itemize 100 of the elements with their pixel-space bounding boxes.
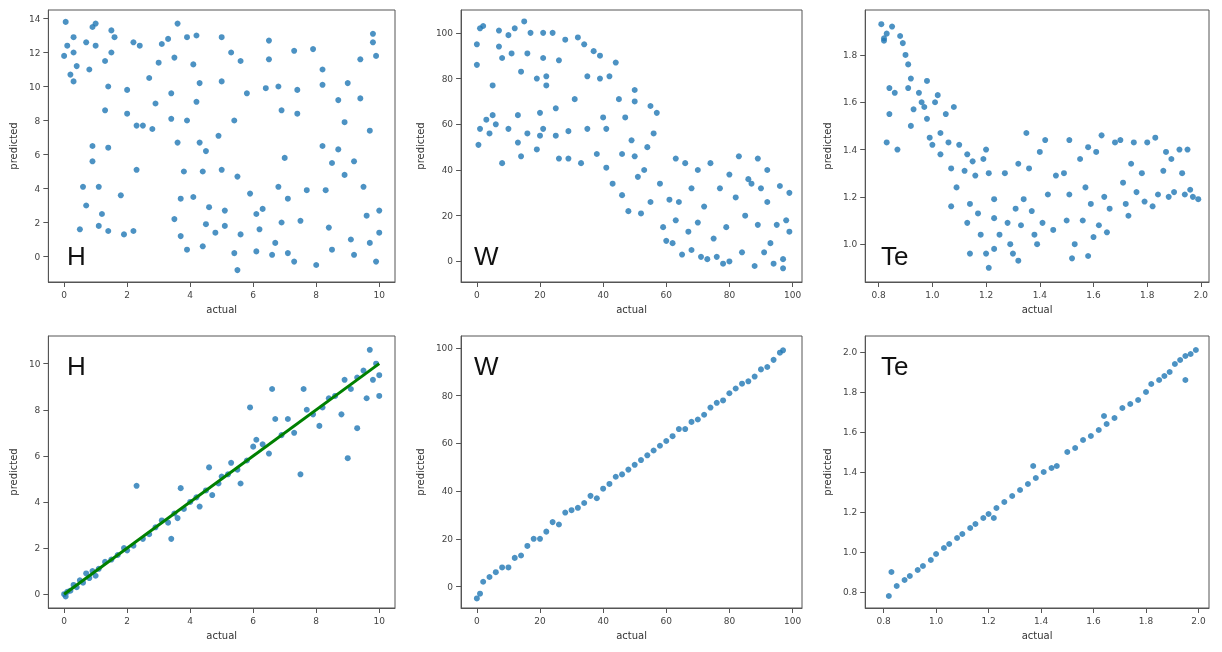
point	[669, 433, 676, 440]
point	[1030, 463, 1037, 469]
y-tick-label: 100	[435, 27, 454, 38]
point	[770, 356, 777, 363]
point	[694, 416, 701, 423]
point	[1177, 357, 1184, 363]
point	[473, 595, 480, 602]
x-tick-label: 80	[723, 289, 736, 300]
point	[914, 567, 921, 573]
text: W	[474, 241, 499, 271]
x-axis-title: actual	[616, 629, 647, 641]
point	[1024, 481, 1031, 487]
point	[644, 452, 651, 459]
point	[1101, 413, 1108, 419]
x-tick-label: 2	[124, 289, 130, 300]
point	[707, 404, 714, 411]
x-tick-label: 2.0	[1193, 289, 1209, 300]
point	[606, 480, 613, 487]
point	[477, 590, 484, 597]
y-tick-label: 60	[441, 119, 454, 130]
point	[993, 505, 1000, 511]
x-tick-label: 1.4	[1033, 615, 1049, 626]
x-tick-label: 60	[660, 615, 673, 626]
x-tick-label: 80	[723, 615, 736, 626]
point	[638, 457, 645, 464]
point	[713, 399, 720, 406]
point	[764, 364, 771, 371]
point	[1103, 421, 1110, 427]
x-tick-label: 0	[473, 289, 480, 300]
y-tick-label: 2.0	[842, 347, 858, 357]
text: Te	[881, 351, 909, 381]
x-tick-label: 1.2	[978, 289, 994, 300]
point	[1095, 427, 1102, 433]
x-tick-label: 0.8	[871, 289, 887, 300]
y-tick-label: 1.2	[842, 191, 858, 202]
y-axis-title: predicted	[414, 448, 426, 496]
point	[1182, 353, 1189, 359]
x-axis-title: actual	[1021, 303, 1053, 315]
y-tick-label: 1.6	[842, 427, 858, 437]
y-tick-label: 20	[441, 533, 454, 544]
x-tick-label: 8	[313, 615, 320, 626]
y-tick-label: 1.8	[842, 387, 858, 397]
x-tick-label: 100	[783, 289, 802, 300]
point	[906, 573, 913, 579]
x-axis-title: actual	[1021, 629, 1053, 641]
y-tick-label: 4	[34, 183, 41, 194]
point	[631, 461, 638, 468]
point	[739, 380, 746, 387]
point	[486, 573, 493, 580]
y-axis-title: predicted	[821, 122, 833, 170]
x-tick-label: 2	[124, 615, 130, 626]
point	[581, 500, 588, 507]
point	[593, 495, 600, 502]
point	[1192, 347, 1199, 353]
point	[568, 507, 575, 514]
point	[555, 521, 562, 528]
point	[1064, 449, 1071, 455]
y-tick-label: 2	[34, 543, 41, 554]
y-tick-label: 8	[34, 115, 41, 126]
x-axis-title: actual	[616, 303, 647, 315]
point	[1053, 463, 1060, 469]
x-axis-title: actual	[206, 303, 238, 315]
y-tick-label: 10	[28, 358, 41, 369]
point	[946, 541, 953, 547]
y-axis-title: predicted	[414, 122, 426, 170]
x-tick-label: 0	[473, 615, 480, 626]
x-tick-label: 6	[250, 289, 257, 300]
point	[893, 583, 900, 589]
point	[1135, 397, 1142, 403]
point	[587, 492, 594, 499]
y-axis-title: predicted	[7, 448, 19, 496]
point	[885, 593, 892, 599]
point	[688, 418, 695, 425]
x-tick-label: 2.0	[1191, 615, 1206, 626]
point	[751, 373, 758, 380]
x-tick-label: 1.6	[1086, 289, 1101, 300]
point	[682, 426, 689, 433]
point	[1009, 493, 1016, 499]
point	[675, 426, 682, 433]
point	[505, 564, 512, 571]
point	[919, 563, 926, 569]
y-tick-label: 2	[34, 217, 41, 228]
point	[480, 578, 487, 585]
point	[967, 525, 974, 531]
y-tick-label: 6	[34, 450, 41, 461]
point	[745, 378, 752, 385]
x-tick-label: 40	[597, 289, 610, 300]
point	[757, 366, 764, 373]
point	[574, 504, 581, 511]
x-tick-label: 10	[373, 289, 386, 300]
point	[543, 528, 550, 535]
point	[511, 554, 518, 561]
y-tick-label: 1.4	[842, 144, 858, 155]
y-tick-label: 0	[447, 256, 454, 267]
x-tick-label: 1.2	[981, 615, 996, 626]
y-tick-label: 60	[441, 438, 454, 449]
point	[1080, 437, 1087, 443]
point	[780, 347, 787, 354]
text: Te	[881, 241, 909, 271]
point	[1166, 369, 1173, 375]
